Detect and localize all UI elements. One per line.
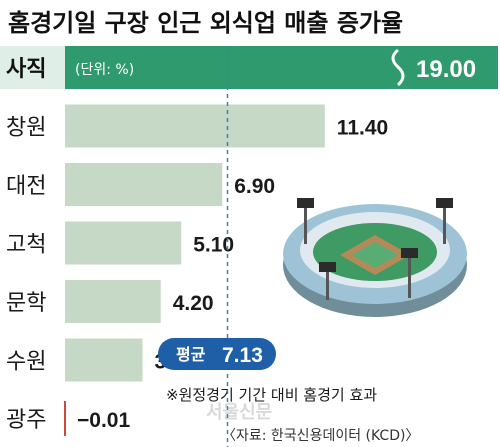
category-label: 문학 (6, 291, 46, 316)
bars-group: (단위: %)19.00사직11.40창원6.90대전5.10고척4.20문학3… (0, 46, 498, 436)
category-label: 광주 (6, 408, 46, 433)
category-label: 사직 (6, 57, 46, 82)
bar (65, 280, 161, 323)
chart-source: 〈자료: 한국신용데이터 (KCD)〉 (222, 428, 419, 444)
bar (65, 221, 182, 265)
value-label: 6.90 (234, 175, 275, 198)
category-label: 창원 (6, 116, 46, 141)
chart-title: 홈경기일 구장 인근 외식업 매출 증가율 (8, 9, 403, 37)
bar (65, 163, 223, 206)
watermark: 서울신문 (206, 402, 272, 423)
category-label: 대전 (6, 174, 46, 199)
value-label-highlight: 19.00 (416, 56, 476, 83)
chart-note: ※원정경기 기간 대비 홈경기 효과 (166, 386, 377, 404)
average-label: 평균 (176, 345, 206, 364)
stadium-illustration (283, 198, 467, 317)
category-label: 고척 (6, 233, 46, 258)
value-label: 4.20 (173, 292, 214, 315)
bar-negative-mark (64, 401, 66, 436)
average-value: 7.13 (222, 344, 263, 367)
average-badge-bg (158, 338, 276, 370)
unit-label: (단위: %) (75, 62, 134, 78)
bar-highlight (65, 46, 498, 89)
bar (65, 104, 325, 148)
value-label: −0.01 (77, 409, 130, 432)
highlight-label-bg (0, 46, 65, 89)
value-label: 5.10 (193, 234, 234, 257)
average-badge: 평균 7.13 (158, 338, 276, 370)
category-label: 수원 (6, 350, 46, 375)
value-label: 11.40 (337, 117, 388, 140)
bar (65, 338, 143, 382)
axis-break-mark (391, 48, 405, 87)
